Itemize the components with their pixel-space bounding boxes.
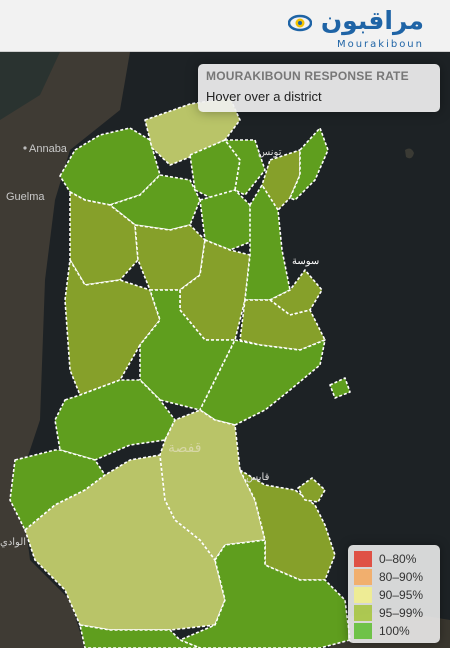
legend-item: 100% [354,622,434,640]
logo-arabic-text: مراقبون [320,6,424,35]
place-sousse: سوسة [292,256,319,267]
legend-swatch [354,587,372,603]
district-kebili[interactable] [24,454,226,631]
legend-swatch [354,605,372,621]
place-gabes: قابس [246,472,270,483]
district-tozeur[interactable] [9,449,106,531]
island [405,148,414,159]
map-canvas[interactable]: Annaba Guelma تونس سوسة قفصة قابس الوادي [0,52,450,648]
district-sousse[interactable] [244,184,291,301]
legend-label: 80–90% [379,570,424,584]
district-kerkennah[interactable] [329,377,351,399]
legend-swatch [354,623,372,639]
district-kairouan[interactable] [179,239,251,341]
info-box: MOURAKIBOUN RESPONSE RATE Hover over a d… [198,64,440,112]
district-bizerte[interactable] [189,139,241,201]
place-tunis: تونس [258,147,282,158]
mourakiboun-logo[interactable]: مراقبون Mourakiboun [278,6,438,50]
legend-item: 80–90% [354,568,434,586]
district-djerba[interactable] [297,477,326,503]
annaba-dot [23,146,27,150]
info-box-title: MOURAKIBOUN RESPONSE RATE [206,69,409,83]
district-sfax[interactable] [199,339,326,426]
legend-label: 90–95% [379,588,424,602]
legend-swatch [354,569,372,585]
district-southtip[interactable] [79,624,201,648]
place-eloued: الوادي [0,537,26,548]
district-kasserine[interactable] [64,259,161,396]
coast-shade [0,52,60,120]
place-annaba: Annaba [29,143,68,155]
district-capbon[interactable] [289,127,329,201]
top-bar: مراقبون Mourakiboun [0,0,450,52]
map-legend: 0–80% 80–90% 90–95% 95–99% 100% [348,545,440,643]
legend-item: 0–80% [354,550,434,568]
algeria-land [0,52,130,648]
legend-item: 95–99% [354,604,434,622]
legend-label: 0–80% [379,552,417,566]
logo-latin-text: Mourakiboun [336,39,424,50]
eye-logo-icon [288,14,312,32]
district-ariana[interactable] [224,139,266,196]
legend-item: 90–95% [354,586,434,604]
legend-label: 100% [379,624,410,638]
legend-label: 95–99% [379,606,424,620]
info-box-subtitle: Hover over a district [206,89,322,104]
legend-swatch [354,551,372,567]
place-gafsa: قفصة [168,439,201,455]
district-medenine[interactable] [239,469,336,581]
place-guelma: Guelma [6,191,45,203]
